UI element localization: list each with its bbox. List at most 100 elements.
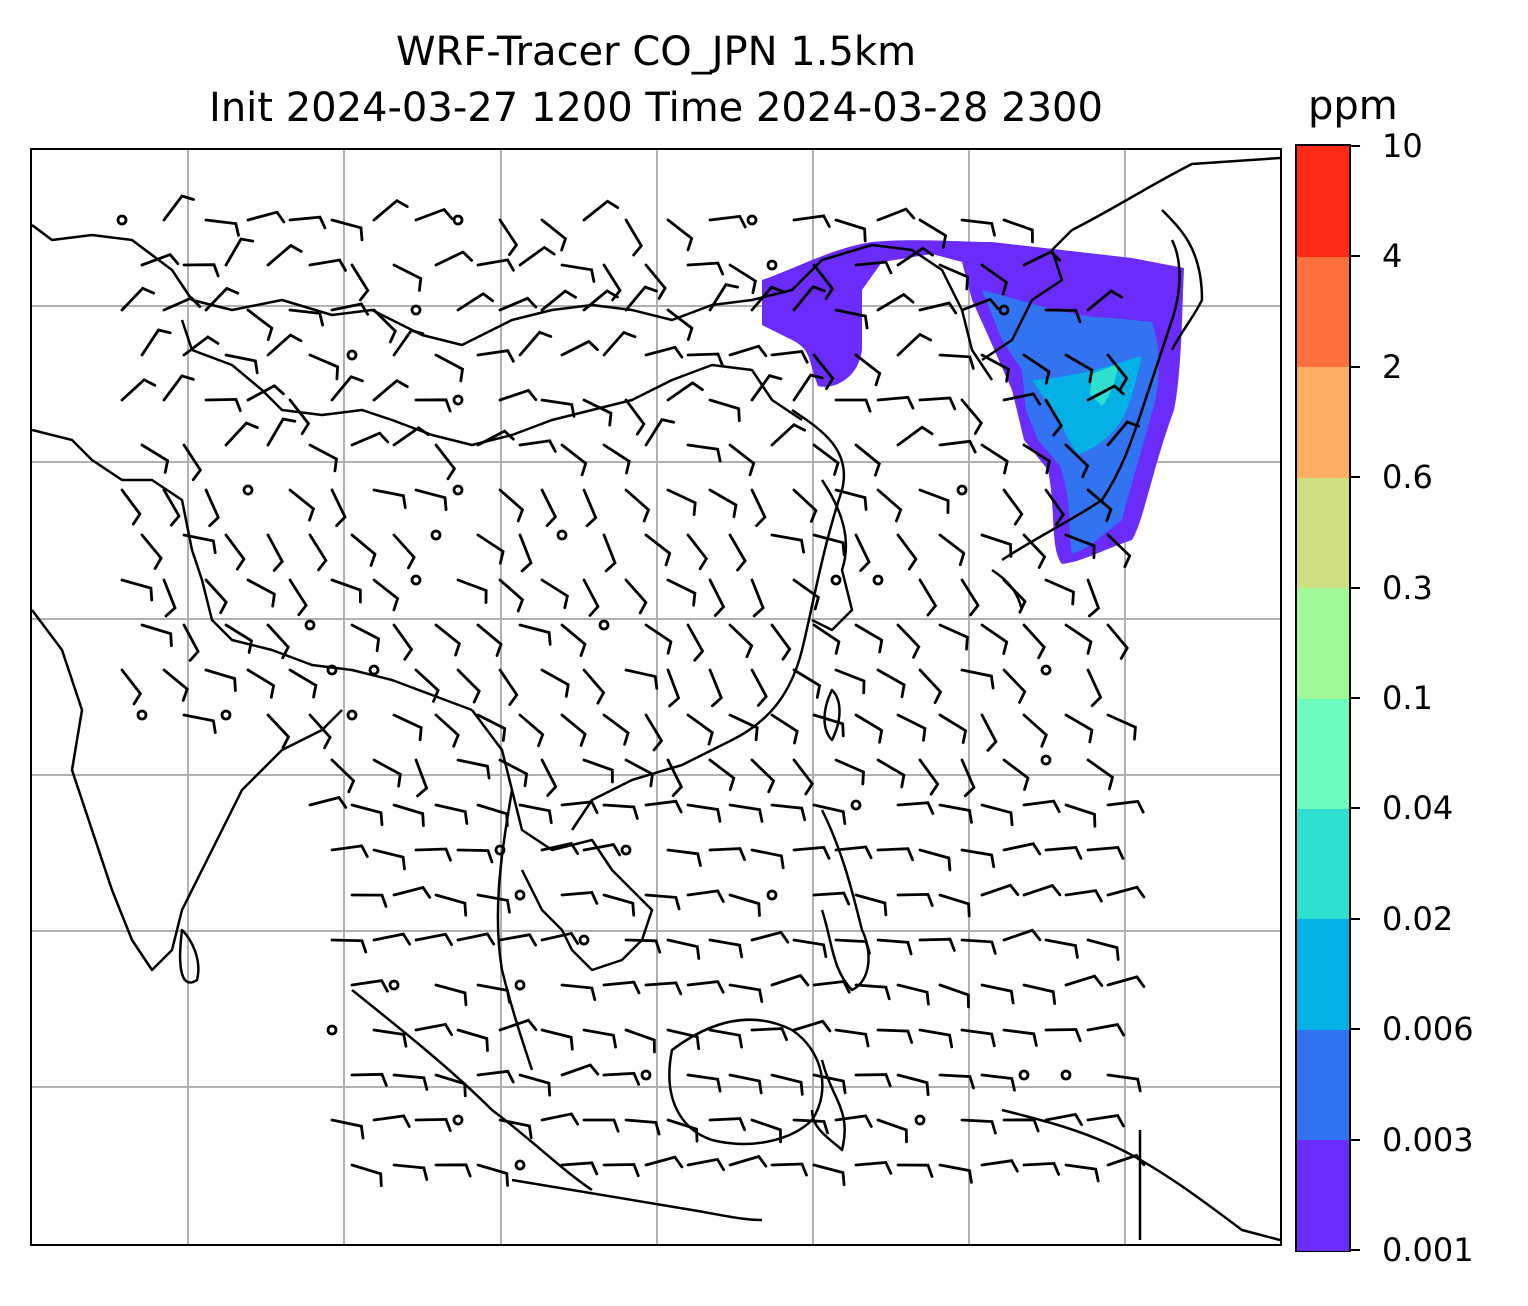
wind-barb — [1064, 533, 1096, 560]
wind-barb — [602, 330, 637, 357]
wind-barb — [876, 292, 915, 312]
wind-barb — [980, 533, 1013, 558]
colorbar-tick-label: 2 — [1382, 347, 1403, 386]
calm-wind-marker — [1040, 664, 1052, 676]
wind-barb — [308, 353, 340, 381]
wind-barb — [582, 488, 598, 528]
wind-barb — [498, 296, 538, 312]
wind-barb — [666, 1118, 699, 1143]
wind-barb — [812, 263, 835, 301]
colorbar-segment — [1297, 1029, 1349, 1141]
wind-barb — [854, 713, 884, 744]
colorbar-tick-label: 4 — [1382, 237, 1403, 276]
coastline-java — [511, 1178, 763, 1222]
wind-barb — [686, 713, 714, 746]
wind-barb — [140, 328, 172, 357]
calm-wind-marker — [746, 214, 758, 226]
wind-barb — [1086, 938, 1120, 961]
colorbar-tick-label: 0.04 — [1382, 789, 1454, 828]
wind-barb — [686, 1157, 725, 1172]
wind-barb — [1106, 420, 1140, 447]
wind-barb — [834, 398, 872, 413]
wind-barb — [1002, 758, 1030, 791]
wind-barb — [602, 713, 630, 746]
calm-wind-marker — [452, 394, 464, 406]
wind-barb — [414, 932, 453, 946]
colorbar-tick — [1351, 255, 1360, 258]
wind-barb — [224, 421, 259, 447]
calm-wind-marker — [494, 844, 506, 856]
colorbar-segment — [1297, 146, 1349, 257]
wind-barb — [162, 296, 202, 312]
border-russia-china — [32, 224, 994, 381]
colorbar-tick — [1351, 1138, 1360, 1141]
wind-barb — [540, 758, 558, 797]
coastline-hokkaido — [1161, 209, 1204, 351]
wind-barb — [246, 308, 274, 342]
wind-barb — [560, 983, 597, 1001]
wind-barb — [770, 713, 799, 745]
wind-barb — [182, 713, 217, 734]
colorbar-segment — [1297, 808, 1349, 920]
wind-barb — [750, 373, 783, 402]
wind-barb — [392, 713, 423, 742]
calm-wind-marker — [346, 349, 358, 361]
coastline-taiwan — [823, 688, 841, 742]
wind-barb — [896, 801, 935, 815]
coastline-sakhalin-okhotsk — [981, 229, 1073, 362]
wind-barb — [644, 1155, 684, 1169]
wind-barb — [728, 623, 754, 659]
wind-barb — [938, 263, 969, 291]
colorbar-tick — [1351, 476, 1360, 479]
wind-barb — [666, 938, 701, 960]
wind-barb — [960, 1028, 996, 1048]
wind-barb — [182, 533, 217, 555]
wind-barb — [918, 218, 948, 249]
wind-barb — [540, 398, 576, 418]
coastline-sri-lanka — [178, 928, 200, 984]
wind-barb — [624, 668, 659, 690]
wind-barb — [1044, 398, 1064, 437]
wind-barb — [498, 933, 537, 947]
wind-barb — [644, 623, 673, 655]
wind-barb — [834, 845, 873, 860]
wind-barb — [1086, 488, 1113, 522]
wind-barb — [980, 803, 1014, 827]
wind-barb — [330, 302, 370, 316]
wind-barb — [960, 848, 996, 869]
wind-barb — [792, 668, 822, 699]
wind-barb — [414, 488, 448, 512]
coastline-sumatra — [351, 989, 593, 1192]
wind-barb — [1106, 1153, 1146, 1167]
wind-barb — [476, 803, 509, 828]
wind-barb — [728, 803, 764, 823]
wind-barb — [204, 668, 237, 692]
colorbar-tick — [1351, 586, 1360, 589]
wind-barb — [770, 349, 809, 364]
wind-barb — [960, 398, 984, 435]
wind-barb — [644, 533, 672, 567]
wind-barb — [708, 847, 746, 862]
wind-barb — [960, 758, 976, 798]
calm-wind-marker — [388, 979, 400, 991]
wind-barb — [750, 758, 776, 794]
wind-barb — [624, 758, 655, 788]
map-panel[interactable] — [30, 148, 1282, 1246]
wind-barb — [330, 1118, 365, 1140]
colorbar-tick-label: 0.003 — [1382, 1120, 1474, 1159]
wind-barb — [1086, 1023, 1125, 1037]
wind-barb — [1106, 799, 1145, 814]
colorbar-tick-label: 0.001 — [1382, 1231, 1474, 1269]
coastline-japan-honshu — [1001, 239, 1181, 562]
wind-barb — [476, 349, 515, 363]
wind-barb — [876, 1028, 914, 1044]
wind-barb — [624, 1118, 661, 1136]
wind-barb — [1022, 983, 1057, 1005]
wind-barb — [560, 623, 587, 657]
coastlines — [32, 156, 1280, 1242]
wind-barb — [266, 713, 291, 749]
wind-barb — [372, 199, 409, 222]
wind-barb — [288, 578, 308, 617]
wind-barb — [960, 1118, 997, 1135]
wind-barb — [518, 713, 545, 748]
